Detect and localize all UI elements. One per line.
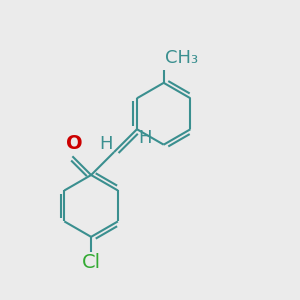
Text: Cl: Cl — [82, 253, 101, 272]
Text: H: H — [139, 129, 152, 147]
Text: H: H — [99, 135, 112, 153]
Text: CH₃: CH₃ — [165, 49, 198, 67]
Text: O: O — [65, 134, 82, 153]
